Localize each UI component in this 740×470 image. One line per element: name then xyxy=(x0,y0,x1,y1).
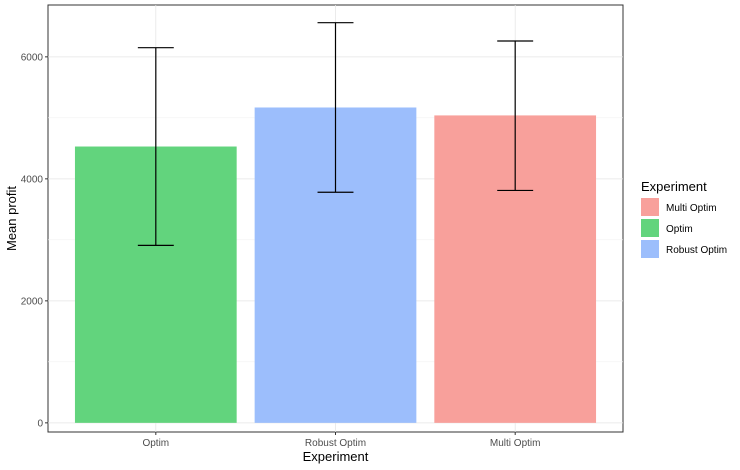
legend-item: Robust Optim xyxy=(641,240,727,258)
legend-item: Multi Optim xyxy=(641,198,717,216)
legend-swatch xyxy=(641,198,659,216)
y-tick-label: 0 xyxy=(37,418,43,429)
y-axis-title: Mean profit xyxy=(4,186,19,251)
legend-item: Optim xyxy=(641,219,693,237)
error-bar xyxy=(497,40,534,192)
legend-label: Robust Optim xyxy=(666,245,727,256)
legend-items: Multi Optim Optim Robust Optim xyxy=(641,198,727,258)
legend-title: Experiment xyxy=(641,179,707,194)
y-tick-label: 6000 xyxy=(21,52,44,63)
legend-swatch xyxy=(641,240,659,258)
legend-swatch xyxy=(641,219,659,237)
x-axis-title: Experiment xyxy=(303,449,369,464)
legend-label: Multi Optim xyxy=(666,203,717,214)
error-bars-group xyxy=(137,22,534,246)
y-axis-ticks: 0 2000 4000 6000 xyxy=(21,52,48,429)
legend: Experiment Multi Optim Optim Robust Optim xyxy=(641,179,727,258)
y-tick-label: 2000 xyxy=(21,296,44,307)
x-tick-label: Optim xyxy=(142,438,169,449)
error-bar xyxy=(137,47,174,246)
error-bar xyxy=(317,22,354,193)
legend-label: Optim xyxy=(666,224,693,235)
x-axis-ticks: Optim Robust Optim Multi Optim xyxy=(142,432,540,449)
x-tick-label: Multi Optim xyxy=(490,438,541,449)
y-tick-label: 4000 xyxy=(21,174,44,185)
x-tick-label: Robust Optim xyxy=(305,438,366,449)
